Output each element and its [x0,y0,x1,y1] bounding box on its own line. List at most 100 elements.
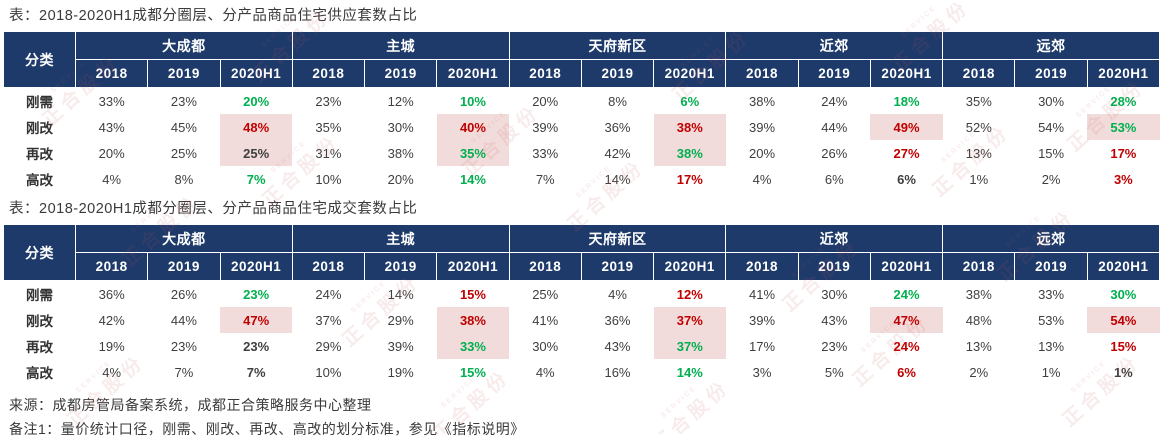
value-cell: 26% [170,286,197,302]
year-header: 2020H1 [219,252,293,281]
value-cell: 35% [965,93,992,109]
year-header: 2020H1 [436,59,510,88]
value-cell: 12% [387,93,414,109]
value-cell: 10% [459,93,486,109]
value-cell: 47% [220,307,293,333]
value-cell: 17% [1110,145,1137,161]
region-group-header: 大成都 [75,31,293,60]
value-cell: 4% [102,364,122,380]
year-header: 2019 [147,59,221,88]
value-cell: 29% [315,338,342,354]
value-cell: 26% [821,145,848,161]
value-cell: 1% [969,171,989,187]
transaction-share-table: 分类 大成都 主城 天府新区 近郊 远郊 2018 2019 2020H1 2018 2019 202… [3,224,1161,385]
year-header: 2019 [147,252,221,281]
transaction-table-container: 分类 大成都 主城 天府新区 近郊 远郊 2018 2019 2020H1 2018 2019 202… [3,224,1161,385]
value-cell: 20% [98,145,125,161]
value-cell: 38% [653,140,726,166]
value-cell: 10% [315,364,342,380]
row-label: 刚改 [26,121,53,136]
category-corner-header: 分类 [3,31,76,88]
year-header: 2018 [291,252,366,281]
year-header: 2018 [291,59,366,88]
year-header: 2018 [725,252,799,281]
table-row: 刚需 33% 23% 20% 23% 12% 10% 20% 8% 6% 38% 24% 18% 35% 3… [4,88,1160,115]
table-row: 高改 4% 8% 7% 10% 20% 14% 7% 14% 17% 4% 6% 6% 1% 2% 3% [4,166,1160,192]
metric-note: 备注1：量价统计口径，刚需、刚改、再改、高改的划分标准，参见《指标说明》 [9,421,525,437]
year-header: 2019 [580,252,655,281]
value-cell: 15% [1110,338,1137,354]
value-cell: 23% [243,338,270,354]
value-cell: 41% [749,286,776,302]
value-cell: 13% [965,338,992,354]
value-cell: 13% [965,145,992,161]
region-group-header: 主城 [291,224,510,253]
value-cell: 15% [1038,145,1065,161]
value-cell: 25% [220,140,293,166]
value-cell: 18% [893,93,920,109]
value-cell: 33% [532,145,559,161]
value-cell: 37% [315,312,342,328]
year-header: 2018 [508,59,582,88]
table-row: 刚改 42% 44% 47% 37% 29% 38% 41% 36% 37% 39% 43% 47% 48… [4,307,1160,333]
footer: 来源：成都房管局备案系统，成都正合策略服务中心整理 备注1：量价统计口径，刚需、… [3,385,1160,441]
value-cell: 6% [897,171,916,187]
value-cell: 12% [676,286,703,302]
value-cell: 8% [174,171,194,187]
value-cell: 40% [436,114,510,140]
value-cell: 35% [436,140,510,166]
value-cell: 41% [532,312,559,328]
row-label: 再改 [26,340,53,355]
value-cell: 23% [170,93,197,109]
year-header: 2019 [797,59,871,88]
value-cell: 39% [749,119,776,135]
year-header: 2019 [797,252,871,281]
value-cell: 3% [752,364,772,380]
value-cell: 31% [315,145,342,161]
value-cell: 17% [749,338,776,354]
value-cell: 23% [243,286,270,302]
value-cell: 27% [893,145,920,161]
value-cell: 45% [170,119,197,135]
value-cell: 24% [893,338,920,354]
value-cell: 30% [387,119,414,135]
supply-table-title: 表：2018-2020H1成都分圈层、分产品商品住宅供应套数占比 [9,8,418,24]
value-cell: 53% [1038,312,1065,328]
value-cell: 36% [604,119,631,135]
value-cell: 4% [535,364,555,380]
value-cell: 20% [387,171,414,187]
region-group-header: 远郊 [942,31,1160,60]
value-cell: 4% [752,171,772,187]
value-cell: 39% [749,312,776,328]
year-header: 2020H1 [653,252,727,281]
year-header: 2018 [725,59,799,88]
value-cell: 19% [387,364,414,380]
value-cell: 38% [965,286,992,302]
value-cell: 28% [1110,93,1137,109]
region-group-header: 天府新区 [508,224,727,253]
category-corner-header: 分类 [3,224,76,281]
value-cell: 17% [676,171,703,187]
value-cell: 16% [604,364,631,380]
year-header: 2020H1 [1086,252,1161,281]
value-cell: 5% [824,364,844,380]
value-cell: 13% [1038,338,1065,354]
value-cell: 4% [102,171,122,187]
value-cell: 14% [459,171,486,187]
supply-share-table: 分类 大成都 主城 天府新区 近郊 远郊 2018 2019 2020H1 2018 2019 202… [3,31,1161,192]
value-cell: 47% [870,307,943,333]
value-cell: 49% [870,114,943,140]
table-row: 刚改 43% 45% 48% 35% 30% 40% 39% 36% 38% 39% 44% 49% 52… [4,114,1160,140]
value-cell: 20% [749,145,776,161]
transaction-table-title: 表：2018-2020H1成都分圈层、分产品商品住宅成交套数占比 [9,201,418,217]
value-cell: 14% [604,171,631,187]
value-cell: 33% [1038,286,1065,302]
value-cell: 7% [246,171,266,187]
value-cell: 52% [965,119,992,135]
region-group-header: 大成都 [75,224,293,253]
value-cell: 39% [387,338,414,354]
value-cell: 8% [608,93,627,109]
value-cell: 25% [532,286,559,302]
value-cell: 24% [893,286,920,302]
